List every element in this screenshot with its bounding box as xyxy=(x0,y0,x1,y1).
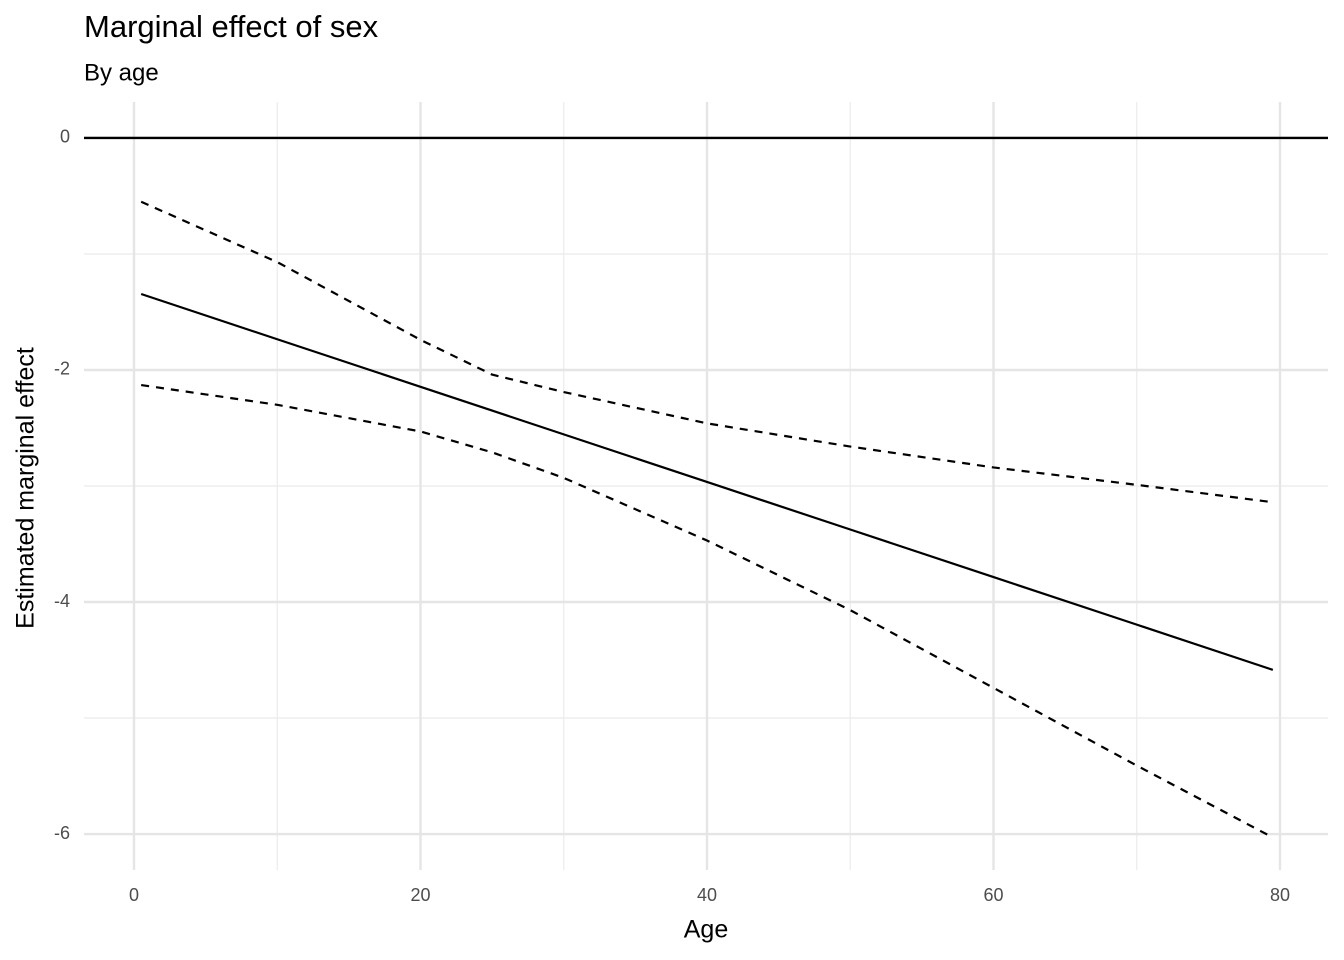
y-tick-label: -4 xyxy=(54,591,70,611)
x-tick-label: 60 xyxy=(983,885,1003,905)
y-axis-title: Estimated marginal effect xyxy=(12,347,40,629)
chart-title: Marginal effect of sex xyxy=(84,9,379,44)
x-axis-title: Age xyxy=(684,916,728,944)
x-tick-label: 0 xyxy=(129,885,139,905)
x-tick-label: 40 xyxy=(697,885,717,905)
y-tick-label: -6 xyxy=(54,823,70,843)
y-tick-label: -2 xyxy=(54,359,70,379)
ci-line xyxy=(140,200,1273,504)
y-tick-label: 0 xyxy=(60,127,70,147)
x-tick-label: 80 xyxy=(1270,885,1290,905)
x-tick-label: 20 xyxy=(410,885,430,905)
ci-line xyxy=(141,383,1274,839)
estimate-line xyxy=(140,292,1274,671)
chart-subtitle: By age xyxy=(84,59,159,86)
